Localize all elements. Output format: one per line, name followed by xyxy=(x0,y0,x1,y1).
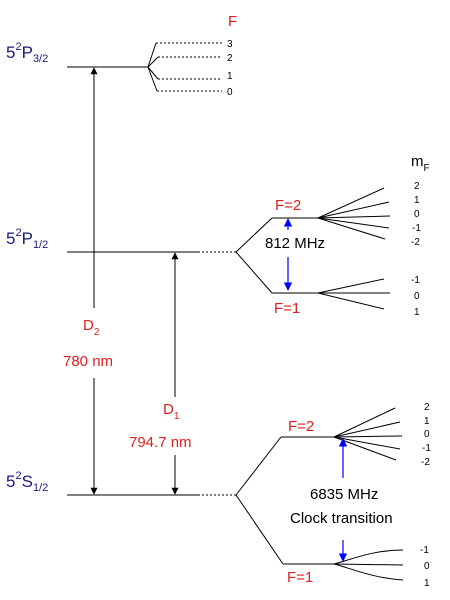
p12-mf-1: 1 xyxy=(414,195,420,206)
s12-mf-1: 1 xyxy=(424,416,430,427)
s12-mf-minus2: -2 xyxy=(421,457,430,468)
svg-text:52S1/2: 52S1/2 xyxy=(6,470,48,494)
state-label-s12: 52S1/2 xyxy=(6,470,48,494)
s12-f1-label: F=1 xyxy=(287,569,313,586)
p32-f-0: 0 xyxy=(227,87,233,98)
d1-label: D1 xyxy=(163,401,180,422)
p12-f1-mf-1: 1 xyxy=(414,307,420,318)
s12-mf-2: 2 xyxy=(424,402,430,413)
p12-f1-label: F=1 xyxy=(274,300,300,317)
s12-f1-zeeman-fan xyxy=(333,549,404,581)
d1-wavelength: 794.7 nm xyxy=(129,434,192,451)
p32-hyperfine-fan xyxy=(147,42,222,92)
svg-text:D2: D2 xyxy=(83,317,100,338)
s12-mf-0: 0 xyxy=(424,429,430,440)
p32-f-1: 1 xyxy=(227,71,233,82)
p12-splitting-value: 812 MHz xyxy=(265,235,325,252)
svg-text:52P1/2: 52P1/2 xyxy=(6,227,48,251)
state-label-p12: 52P1/2 xyxy=(6,227,48,251)
d2-wavelength: 780 nm xyxy=(63,353,113,370)
d2-label-bg xyxy=(76,308,112,378)
svg-text:mF: mF xyxy=(411,153,430,174)
s12-f1-mf-0: 0 xyxy=(424,561,430,572)
mf-header: mF xyxy=(411,153,430,174)
p12-hyperfine-split xyxy=(235,217,318,294)
state-label-p32: 52P3/2 xyxy=(6,41,48,65)
s12-f1-mf-minus1: -1 xyxy=(420,545,429,556)
d2-label: D2 xyxy=(83,317,100,338)
p12-f1-mf-minus1: -1 xyxy=(411,275,420,286)
p12-mf-2: 2 xyxy=(414,181,420,192)
p12-mf-minus1: -1 xyxy=(412,223,421,234)
s12-f2-zeeman-fan xyxy=(333,407,403,461)
s12-hyperfine-split xyxy=(235,436,334,565)
p32-f-2: 2 xyxy=(227,53,233,64)
p12-f1-mf-0: 0 xyxy=(414,291,420,302)
p12-f1-zeeman-fan xyxy=(317,278,390,310)
p32-f-3: 3 xyxy=(227,39,233,50)
p12-mf-minus2: -2 xyxy=(411,237,420,248)
p12-f2-zeeman-fan xyxy=(317,187,391,240)
p12-mf-0: 0 xyxy=(414,209,420,220)
p32-f-header: F xyxy=(228,13,237,30)
s12-f1-mf-1: 1 xyxy=(424,578,430,589)
s12-clock-transition-note: Clock transition xyxy=(290,510,393,527)
d1-label-bg xyxy=(120,397,220,455)
s12-f2-label: F=2 xyxy=(288,418,314,435)
s12-splitting-value: 6835 MHz xyxy=(310,486,378,503)
s12-mf-minus1: -1 xyxy=(422,443,431,454)
svg-text:D1: D1 xyxy=(163,401,180,422)
svg-text:52P3/2: 52P3/2 xyxy=(6,41,48,65)
p12-f2-label: F=2 xyxy=(275,197,301,214)
